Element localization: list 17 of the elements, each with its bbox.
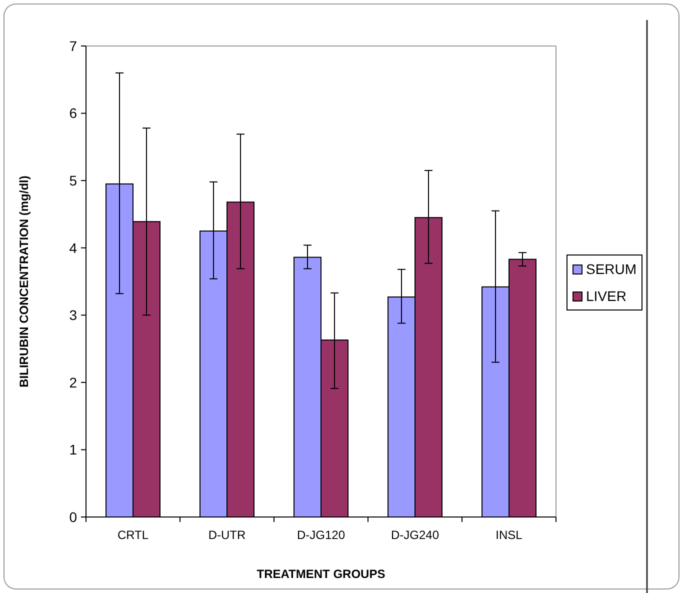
x-tick-label: D-UTR <box>208 528 246 542</box>
y-tick-label: 7 <box>69 38 78 54</box>
y-tick-label: 4 <box>69 240 78 256</box>
x-tick-label: CRTL <box>117 528 149 542</box>
y-tick-label: 2 <box>69 374 78 390</box>
y-tick-label: 3 <box>69 307 78 324</box>
y-axis-title: BILIRUBIN CONCENTRATION (mg/dl) <box>17 176 31 388</box>
y-tick-label: 6 <box>69 105 78 122</box>
y-tick-label: 0 <box>69 508 78 525</box>
x-tick-label: D-JG240 <box>390 528 440 542</box>
y-tick-label: 1 <box>69 442 78 458</box>
x-tick-label: D-JG120 <box>296 528 346 542</box>
y-tick-label: 5 <box>69 172 78 188</box>
legend-label: LIVER <box>586 288 626 304</box>
x-axis-title: TREATMENT GROUPS <box>256 567 386 581</box>
x-tick-label: INSL <box>496 528 523 542</box>
legend-label: SERUM <box>586 261 637 277</box>
